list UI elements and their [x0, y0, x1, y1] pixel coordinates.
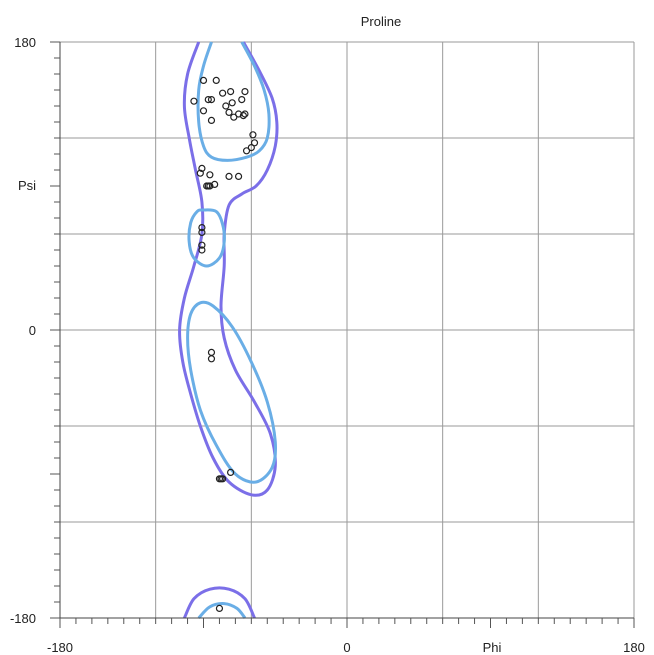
gridlines — [60, 41, 635, 618]
outer-contour-bottom — [183, 586, 256, 619]
data-point — [207, 95, 216, 104]
data-point — [215, 604, 224, 613]
data-point — [234, 172, 243, 180]
data-point — [222, 102, 230, 110]
x-tick-label: 180 — [623, 640, 645, 655]
data-point — [206, 182, 214, 190]
data-point — [204, 95, 212, 104]
y-tick-label: -180 — [10, 611, 36, 626]
data-point — [198, 241, 206, 249]
data-point — [230, 113, 238, 121]
x-tick-label: 0 — [343, 640, 350, 655]
data-point — [239, 111, 247, 120]
inner-contour-bottom — [197, 602, 247, 620]
data-point — [242, 147, 251, 155]
data-point — [241, 87, 249, 96]
data-point — [211, 180, 219, 188]
data-point — [219, 89, 227, 97]
y-tick-label: 180 — [14, 35, 36, 50]
data-point — [198, 224, 206, 232]
data-point — [207, 348, 216, 356]
data-point — [249, 131, 257, 139]
data-point — [215, 475, 224, 483]
data-points — [190, 76, 259, 613]
data-point — [198, 228, 206, 236]
inner-contour-lower — [186, 300, 278, 484]
data-point — [247, 144, 255, 152]
chart-title: Proline — [361, 14, 401, 29]
x-tick-label: -180 — [47, 640, 73, 655]
data-point — [198, 164, 206, 172]
inner-contour-oval — [187, 208, 226, 268]
data-point — [225, 108, 233, 117]
x-axis-label: Phi — [483, 640, 502, 655]
data-point — [225, 172, 233, 180]
data-point — [228, 99, 236, 107]
data-point — [238, 95, 246, 104]
contours — [178, 41, 279, 620]
y-tick-label: 0 — [29, 323, 36, 338]
axes: -180 0 180 180 0 -180 — [10, 35, 645, 655]
data-point — [199, 76, 208, 85]
inner-contour-upper — [196, 41, 271, 162]
data-point — [190, 97, 198, 105]
data-point — [196, 169, 204, 177]
data-point — [212, 76, 220, 85]
data-point — [241, 110, 249, 118]
data-point — [198, 246, 206, 254]
data-point — [227, 87, 235, 96]
data-point — [207, 116, 216, 125]
outer-contour — [178, 41, 279, 497]
data-point — [199, 107, 208, 115]
data-point — [206, 171, 214, 179]
data-point — [227, 468, 235, 476]
data-point — [250, 139, 259, 147]
y-axis-label: Psi — [18, 178, 36, 193]
data-point — [207, 355, 216, 363]
